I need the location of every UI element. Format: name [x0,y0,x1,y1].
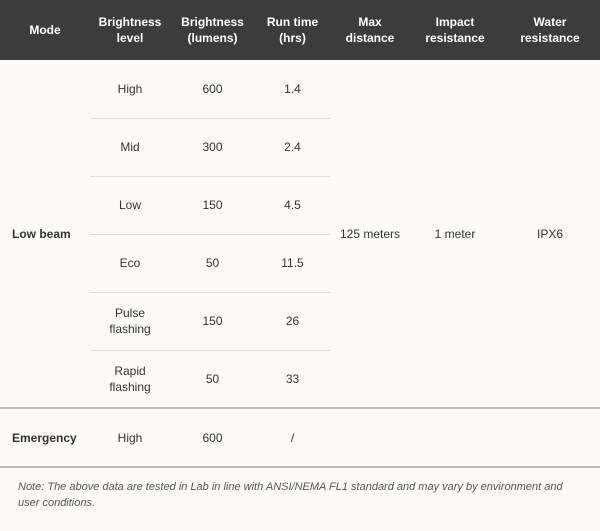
mode-cell-emergency: Emergency [0,408,90,466]
cell-impact [410,408,500,466]
spec-table: Mode Brightness level Brightness (lumens… [0,0,600,466]
table-row: Emergency High 600 / [0,408,600,466]
col-impact: Impact resistance [410,0,500,60]
footnote-text: Note: The above data are tested in Lab i… [0,466,600,528]
cell-level: Mid [90,118,170,176]
cell-level: High [90,408,170,466]
cell-run: 4.5 [255,176,330,234]
col-mode: Mode [0,0,90,60]
cell-lumens: 50 [170,234,255,292]
col-water: Water resistance [500,0,600,60]
cell-level: High [90,60,170,118]
cell-dist: 125 meters [330,60,410,408]
cell-run: 1.4 [255,60,330,118]
cell-run: 11.5 [255,234,330,292]
cell-lumens: 600 [170,60,255,118]
cell-dist [330,408,410,466]
cell-water [500,408,600,466]
cell-lumens: 150 [170,292,255,350]
col-lumens: Brightness (lumens) [170,0,255,60]
cell-impact: 1 meter [410,60,500,408]
cell-level: Low [90,176,170,234]
mode-cell-lowbeam: Low beam [0,60,90,408]
cell-run: 2.4 [255,118,330,176]
cell-water: IPX6 [500,60,600,408]
cell-run: 33 [255,350,330,408]
table-header: Mode Brightness level Brightness (lumens… [0,0,600,60]
cell-level: Eco [90,234,170,292]
cell-lumens: 150 [170,176,255,234]
col-level: Brightness level [90,0,170,60]
cell-level: Rapid flashing [90,350,170,408]
cell-run: 26 [255,292,330,350]
cell-run: / [255,408,330,466]
cell-lumens: 50 [170,350,255,408]
table-row: Low beam High 600 1.4 125 meters 1 meter… [0,60,600,118]
cell-lumens: 300 [170,118,255,176]
col-run: Run time (hrs) [255,0,330,60]
cell-level: Pulse flashing [90,292,170,350]
cell-lumens: 600 [170,408,255,466]
col-dist: Max distance [330,0,410,60]
